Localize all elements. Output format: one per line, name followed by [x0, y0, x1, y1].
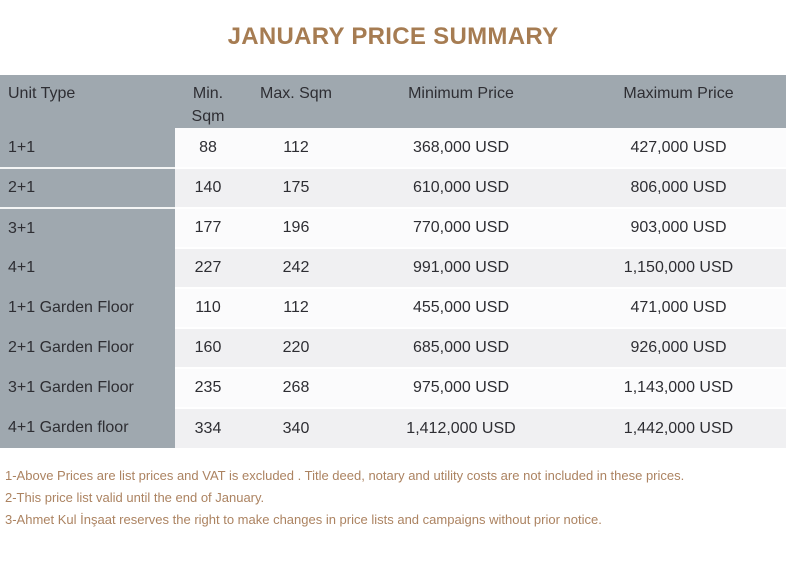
max-price-cell: 427,000 USD	[571, 128, 786, 169]
table-row: 4+1 227 242 991,000 USD 1,150,000 USD	[0, 248, 786, 289]
min-sqm-cell: 177	[175, 208, 241, 249]
page-title: JANUARY PRICE SUMMARY	[227, 23, 559, 50]
table-row: 1+1 Garden Floor 110 112 455,000 USD 471…	[0, 288, 786, 329]
max-sqm-cell: 175	[241, 168, 351, 209]
max-price-cell: 903,000 USD	[571, 208, 786, 249]
unit-type-cell: 4+1 Garden floor	[0, 408, 175, 448]
table-row: 1+1 88 112 368,000 USD 427,000 USD	[0, 128, 786, 169]
header-maximum-price: Maximum Price	[571, 75, 786, 128]
min-price-cell: 368,000 USD	[351, 128, 571, 169]
header-max-sqm: Max. Sqm	[241, 75, 351, 128]
min-price-cell: 1,412,000 USD	[351, 408, 571, 448]
min-sqm-cell: 160	[175, 328, 241, 369]
min-sqm-cell: 227	[175, 248, 241, 289]
footnote-1: 1-Above Prices are list prices and VAT i…	[5, 468, 685, 483]
max-sqm-cell: 112	[241, 288, 351, 329]
max-price-cell: 806,000 USD	[571, 168, 786, 209]
max-sqm-cell: 268	[241, 368, 351, 409]
table-row: 3+1 Garden Floor 235 268 975,000 USD 1,1…	[0, 368, 786, 409]
max-price-cell: 471,000 USD	[571, 288, 786, 329]
table-header-row: Unit Type Min. Sqm Max. Sqm Minimum Pric…	[0, 75, 786, 128]
max-sqm-cell: 242	[241, 248, 351, 289]
header-min-sqm: Min. Sqm	[175, 75, 241, 128]
unit-type-cell: 4+1	[0, 248, 175, 288]
max-price-cell: 926,000 USD	[571, 328, 786, 369]
header-unit-type: Unit Type	[0, 75, 175, 128]
min-sqm-cell: 334	[175, 408, 241, 448]
footnotes: 1-Above Prices are list prices and VAT i…	[0, 465, 786, 531]
min-sqm-cell: 140	[175, 168, 241, 209]
min-price-cell: 975,000 USD	[351, 368, 571, 409]
max-sqm-cell: 112	[241, 128, 351, 169]
max-sqm-cell: 340	[241, 408, 351, 448]
unit-type-cell: 2+1	[0, 168, 175, 209]
max-sqm-cell: 220	[241, 328, 351, 369]
max-price-cell: 1,143,000 USD	[571, 368, 786, 409]
unit-type-cell: 1+1 Garden Floor	[0, 288, 175, 328]
table-row: 2+1 Garden Floor 160 220 685,000 USD 926…	[0, 328, 786, 369]
max-sqm-cell: 196	[241, 208, 351, 249]
max-price-cell: 1,150,000 USD	[571, 248, 786, 289]
min-price-cell: 770,000 USD	[351, 208, 571, 249]
min-price-cell: 685,000 USD	[351, 328, 571, 369]
min-sqm-cell: 235	[175, 368, 241, 409]
price-table: Unit Type Min. Sqm Max. Sqm Minimum Pric…	[0, 75, 786, 448]
unit-type-cell: 3+1	[0, 208, 175, 248]
min-sqm-cell: 110	[175, 288, 241, 329]
min-price-cell: 610,000 USD	[351, 168, 571, 209]
unit-type-cell: 3+1 Garden Floor	[0, 368, 175, 408]
table-row: 2+1 140 175 610,000 USD 806,000 USD	[0, 168, 786, 209]
unit-type-cell: 2+1 Garden Floor	[0, 328, 175, 368]
min-price-cell: 455,000 USD	[351, 288, 571, 329]
header-minimum-price: Minimum Price	[351, 75, 571, 128]
max-price-cell: 1,442,000 USD	[571, 408, 786, 448]
table-row: 4+1 Garden floor 334 340 1,412,000 USD 1…	[0, 408, 786, 448]
table-row: 3+1 177 196 770,000 USD 903,000 USD	[0, 208, 786, 249]
min-price-cell: 991,000 USD	[351, 248, 571, 289]
footnote-3: 3-Ahmet Kul İnşaat reserves the right to…	[5, 512, 602, 527]
unit-type-cell: 1+1	[0, 128, 175, 169]
min-sqm-cell: 88	[175, 128, 241, 169]
footnote-2: 2-This price list valid until the end of…	[5, 490, 265, 505]
